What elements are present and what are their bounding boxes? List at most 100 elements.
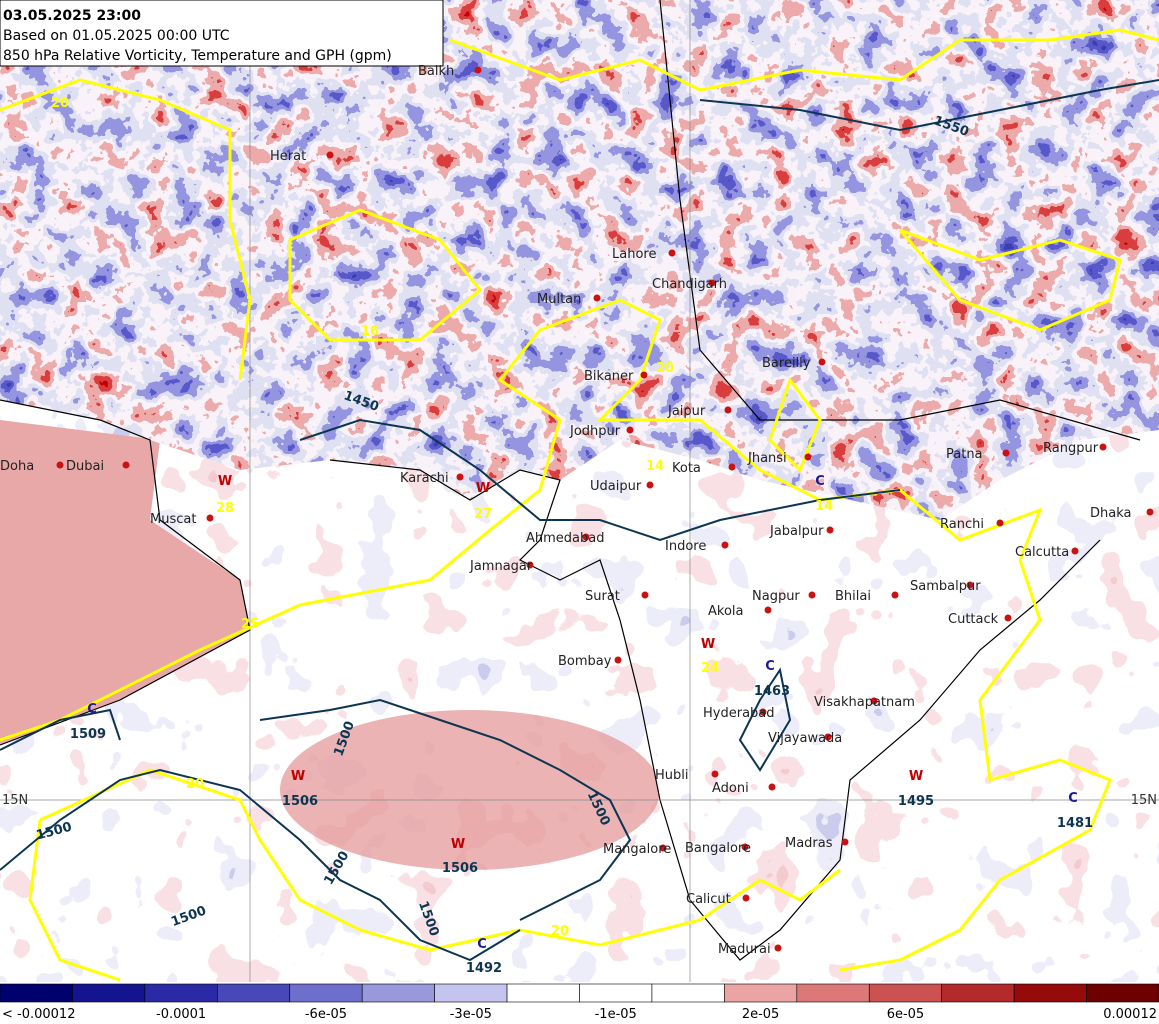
city-label: Chandigarh <box>652 277 727 292</box>
city-label: Balkh <box>418 64 454 79</box>
city-dot <box>641 591 649 599</box>
city-dot <box>742 894 750 902</box>
colorbar-swatch <box>579 983 653 1003</box>
city-dot <box>768 783 776 791</box>
colorbar-swatch <box>651 983 725 1003</box>
colorbar-swatch <box>1013 983 1087 1003</box>
city-label: Madras <box>785 836 833 851</box>
colorbar-swatch <box>434 983 508 1003</box>
city-dot <box>659 844 667 852</box>
colorbar-swatch <box>0 983 73 1003</box>
center-value: 28 <box>216 501 234 516</box>
city-label: Akola <box>708 604 744 619</box>
city-dot <box>721 541 729 549</box>
center-value: 27 <box>474 507 492 522</box>
city-dot <box>614 656 622 664</box>
city-label: Bareilly <box>762 356 811 371</box>
city-dot <box>1004 614 1012 622</box>
city-dot <box>741 843 749 851</box>
city-dot <box>708 279 716 287</box>
city-dot <box>818 358 826 366</box>
city-label: Adoni <box>712 781 749 796</box>
city-dot <box>966 581 974 589</box>
city-label: Dhaka <box>1090 506 1131 521</box>
city-label: Vijayawada <box>768 731 842 746</box>
city-dot <box>764 606 772 614</box>
city-label: Hubli <box>655 768 689 783</box>
city-label: Jodhpur <box>569 424 621 439</box>
city-label: Muscat <box>150 512 196 527</box>
city-dot <box>1146 508 1154 516</box>
colorbar-swatch <box>796 983 870 1003</box>
city-dot <box>526 561 534 569</box>
city-label: Jhansi <box>747 451 787 466</box>
colorbar-swatch <box>1086 983 1159 1003</box>
center-letter: C <box>477 937 487 952</box>
city-dot <box>1002 449 1010 457</box>
colorbar-label: -1e-05 <box>595 1007 637 1022</box>
city-label: Jaipur <box>667 404 706 419</box>
city-dot <box>724 406 732 414</box>
city-dot <box>582 533 590 541</box>
city-label: Karachi <box>400 471 449 486</box>
center-letter: W <box>476 481 490 496</box>
colorbar-swatch <box>724 983 798 1003</box>
colorbar-label: < -0.00012 <box>2 1007 75 1022</box>
city-label: Ahmedabad <box>526 531 604 546</box>
temperature-label: 20 <box>656 361 674 376</box>
city-label: Bhilai <box>835 589 871 604</box>
city-label: Rangpur <box>1043 441 1099 456</box>
latitude-label: 15N <box>1131 793 1157 808</box>
city-label: Indore <box>665 539 706 554</box>
city-dot <box>456 473 464 481</box>
center-letter: W <box>291 769 305 784</box>
city-label: Calicut <box>686 892 731 907</box>
city-dot <box>870 697 878 705</box>
city-dot <box>668 249 676 257</box>
city-label: Ranchi <box>940 517 984 532</box>
city-dot <box>841 838 849 846</box>
city-label: Sambalpur <box>910 579 981 594</box>
center-value: 1492 <box>466 961 502 976</box>
colorbar-swatch <box>289 983 363 1003</box>
city-dot <box>1099 443 1107 451</box>
city-label: Jamnagar <box>469 559 533 574</box>
center-value: 1506 <box>282 794 318 809</box>
based-on: Based on 01.05.2025 00:00 UTC <box>3 28 230 44</box>
city-dot <box>326 151 334 159</box>
colorbar-label: 0.00012 <box>1103 1007 1157 1022</box>
city-label: Surat <box>585 589 620 604</box>
city-label: Nagpur <box>752 589 800 604</box>
city-dot <box>824 733 832 741</box>
temperature-label: 25 <box>241 617 259 632</box>
city-label: Dubai <box>66 459 104 474</box>
city-label: Bikaner <box>584 369 634 384</box>
center-letter: W <box>909 769 923 784</box>
colorbar-label: -0.0001 <box>156 1007 206 1022</box>
city-label: Patna <box>946 447 983 462</box>
center-value: 24 <box>701 661 719 676</box>
colorbar-label: -3e-05 <box>450 1007 492 1022</box>
city-dot <box>206 514 214 522</box>
colorbar-swatch <box>361 983 435 1003</box>
header-box <box>0 0 444 67</box>
city-dot <box>593 294 601 302</box>
center-letter: C <box>815 474 825 489</box>
city-dot <box>626 426 634 434</box>
colorbar-swatch <box>868 983 942 1003</box>
city-label: Udaipur <box>590 479 642 494</box>
city-dot <box>56 461 64 469</box>
city-dot <box>804 453 812 461</box>
temperature-contours <box>0 28 1159 982</box>
colorbar-swatch <box>144 983 218 1003</box>
city-dot <box>711 770 719 778</box>
city-label: Jabalpur <box>769 524 824 539</box>
city-label: Bombay <box>558 654 612 669</box>
temperature-label: 20 <box>186 777 204 792</box>
city-label: Multan <box>537 292 581 307</box>
center-letter: C <box>87 702 97 717</box>
center-value: 1495 <box>898 794 934 809</box>
gph-contours <box>0 79 1159 962</box>
city-dot <box>728 463 736 471</box>
